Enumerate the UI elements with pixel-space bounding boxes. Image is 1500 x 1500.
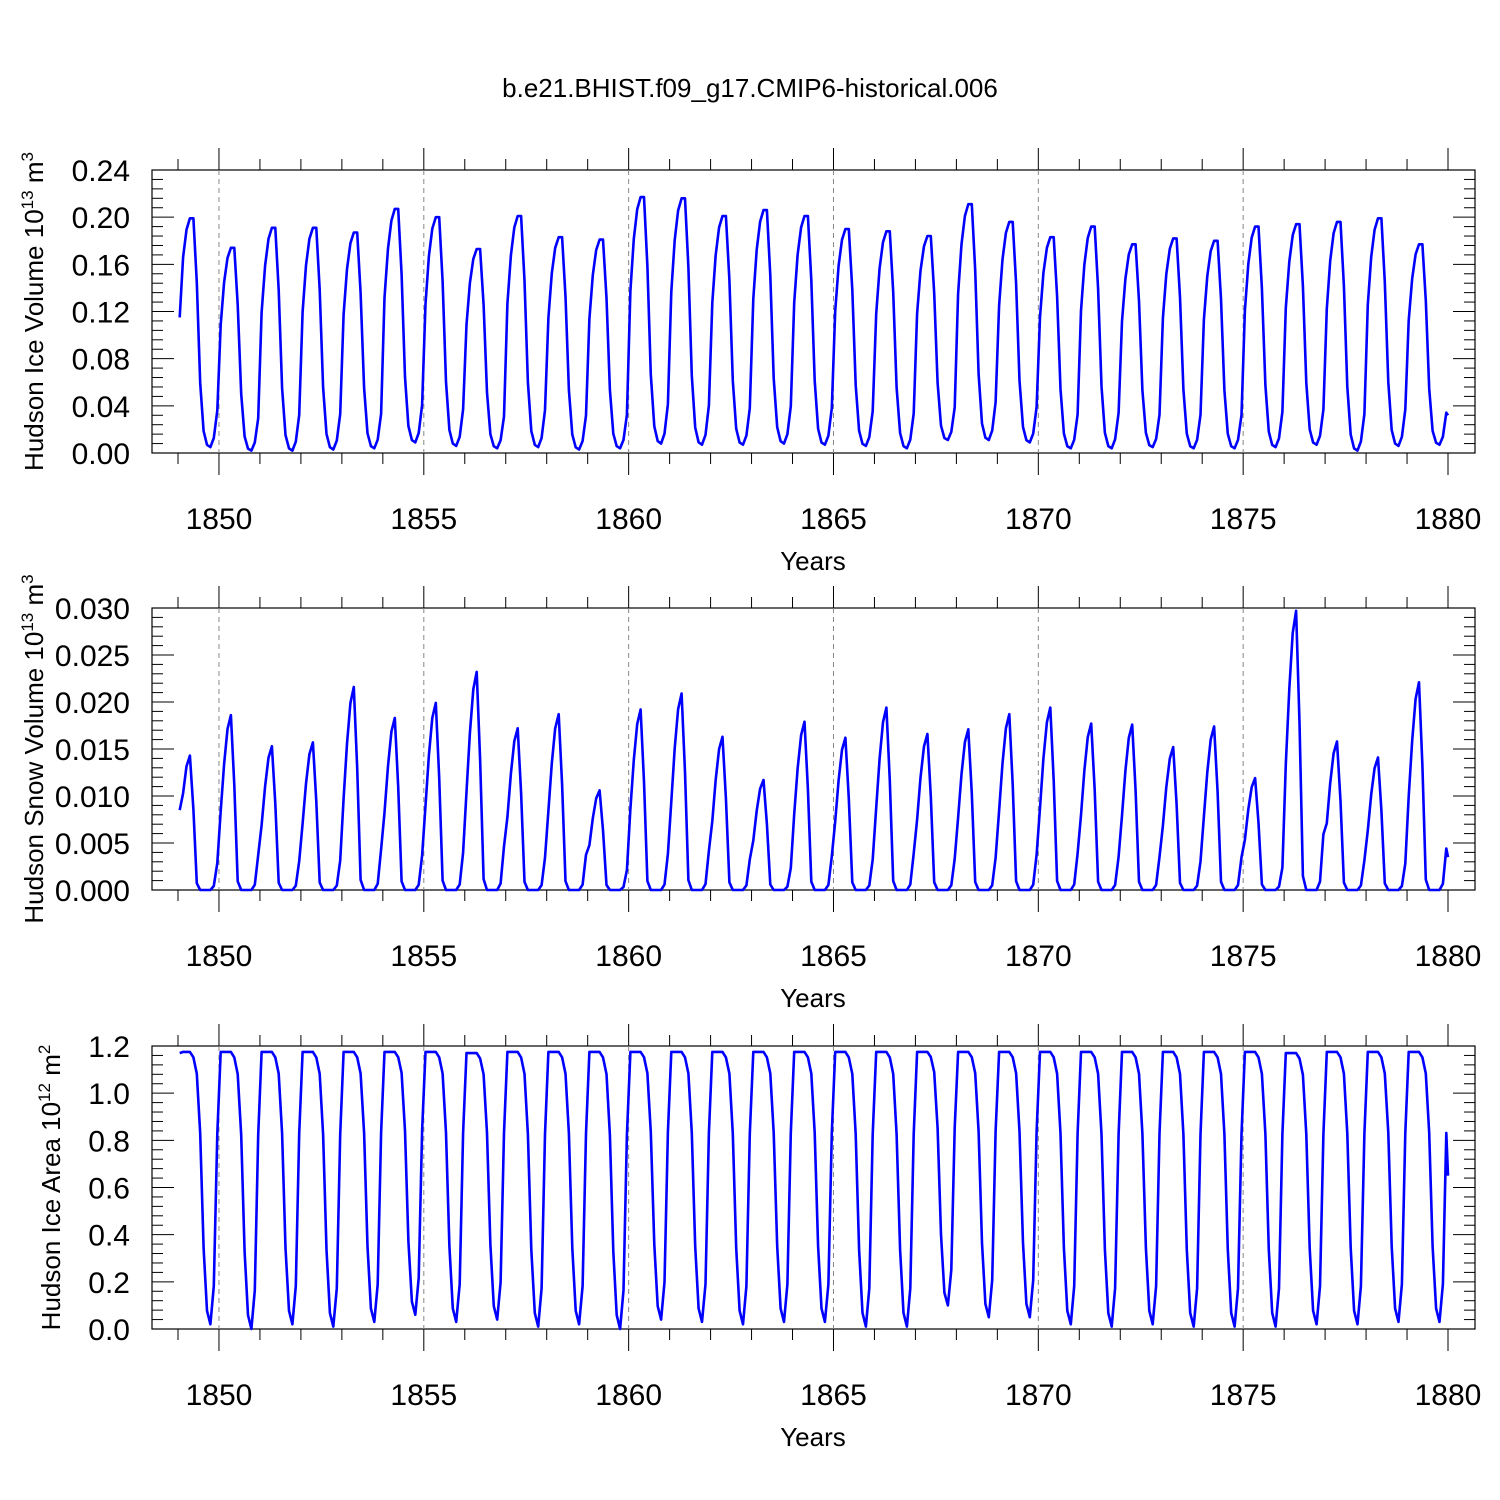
y-tick-label: 0.020: [55, 687, 130, 720]
x-tick-label: 1870: [1005, 503, 1072, 536]
x-tick-label: 1880: [1415, 1379, 1482, 1412]
x-tick-label: 1855: [390, 503, 457, 536]
x-tick-label: 1870: [1005, 1379, 1072, 1412]
x-tick-label: 1865: [800, 503, 867, 536]
y-tick-label: 0.08: [72, 344, 130, 377]
x-tick-label: 1875: [1210, 940, 1277, 973]
y-axis-label: Hudson Snow Volume 1013 m3: [18, 574, 49, 923]
y-tick-label: 0.000: [55, 875, 130, 908]
y-tick-label: 0.025: [55, 640, 130, 673]
y-axis-label: Hudson Ice Volume 1013 m3: [18, 152, 49, 471]
chart-title: b.e21.BHIST.f09_g17.CMIP6-historical.006: [502, 73, 998, 103]
x-tick-label: 1850: [186, 940, 253, 973]
y-tick-label: 0.24: [72, 155, 130, 188]
x-tick-label: 1880: [1415, 940, 1482, 973]
y-tick-label: 0.04: [72, 391, 130, 424]
y-tick-label: 0.6: [88, 1173, 130, 1206]
x-axis-label: Years: [780, 983, 846, 1013]
x-tick-label: 1875: [1210, 1379, 1277, 1412]
y-tick-label: 0.0: [88, 1314, 130, 1347]
y-tick-label: 0.00: [72, 438, 130, 471]
y-tick-label: 0.005: [55, 828, 130, 861]
x-tick-label: 1860: [595, 940, 662, 973]
x-tick-label: 1850: [186, 503, 253, 536]
x-tick-label: 1860: [595, 503, 662, 536]
y-tick-label: 0.16: [72, 249, 130, 282]
y-tick-label: 0.015: [55, 734, 130, 767]
x-tick-label: 1865: [800, 940, 867, 973]
panel-ice-volume: 0.00 0.04 0.08 0.12 0.16 0.20 0.24 1850 1855 1860…: [18, 148, 1481, 576]
x-tick-label: 1860: [595, 1379, 662, 1412]
x-axis-label: Years: [780, 546, 846, 576]
x-tick-label: 1865: [800, 1379, 867, 1412]
x-axis-label: Years: [780, 1422, 846, 1452]
y-tick-label: 0.2: [88, 1267, 130, 1300]
x-tick-label: 1855: [390, 940, 457, 973]
x-tick-label: 1870: [1005, 940, 1072, 973]
series-line: [179, 1050, 1450, 1331]
series-line: [178, 195, 1450, 452]
plot-frame: [151, 1045, 1476, 1330]
y-axis-label: Hudson Ice Area 1012 m2: [35, 1045, 66, 1331]
series-line: [178, 609, 1450, 892]
y-tick-label: 0.20: [72, 202, 130, 235]
y-tick-label: 0.010: [55, 781, 130, 814]
panel-snow-volume: 0.000 0.005 0.010 0.015 0.020 0.025 0.030 1850 1…: [18, 574, 1481, 1013]
y-tick-label: 0.12: [72, 297, 130, 330]
x-tick-label: 1850: [186, 1379, 253, 1412]
x-tick-label: 1855: [390, 1379, 457, 1412]
y-tick-label: 0.8: [88, 1125, 130, 1158]
y-tick-label: 0.4: [88, 1220, 130, 1253]
panel-ice-area: 0.0 0.2 0.4 0.6 0.8 1.0 1.2 1850 1855 1860 1865 187…: [35, 1024, 1481, 1452]
x-tick-label: 1875: [1210, 503, 1277, 536]
y-tick-label: 1.2: [88, 1031, 130, 1064]
y-tick-label: 0.030: [55, 593, 130, 626]
x-tick-label: 1880: [1415, 503, 1482, 536]
plot-frame: [151, 607, 1476, 891]
y-tick-label: 1.0: [88, 1078, 130, 1111]
